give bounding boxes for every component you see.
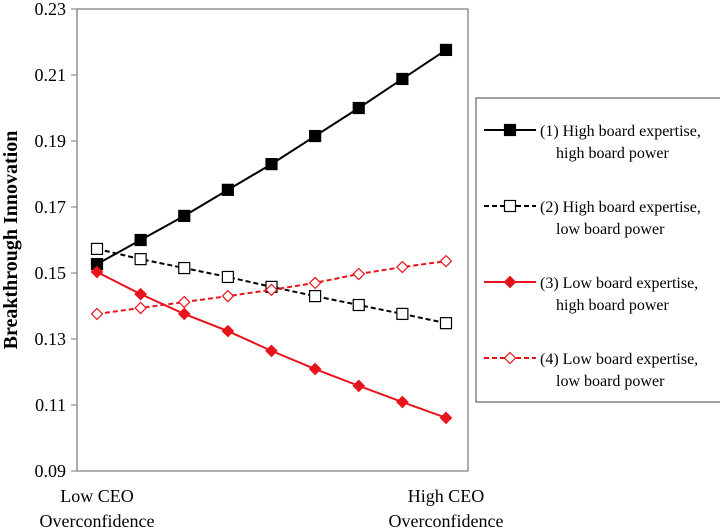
data-point [90,265,104,279]
x-tick-label-high-line2: Overconfidence [389,511,504,530]
legend-item-4: (4) Low board expertise, low board power [484,351,698,390]
data-point [352,379,366,393]
data-point [396,260,409,274]
data-point [308,276,322,290]
legend-marker [503,351,517,365]
legend-label: (1) High board expertise, [540,123,701,140]
series-1 [90,43,453,271]
legend-marker [503,199,517,213]
y-tick-label: 0.15 [35,263,67,283]
series-4 [90,254,453,321]
data-point [134,301,147,315]
data-point [265,158,278,171]
legend-item-1: (1) High board expertise, high board powe… [484,123,701,162]
legend-label: high board power [556,297,670,314]
legend-marker [503,275,517,289]
x-tick-label-high-line1: High CEO [408,486,485,506]
series-line [96,49,447,265]
data-point [439,43,453,57]
x-tick-label-low-line1: Low CEO [60,486,134,506]
y-tick-label: 0.11 [35,395,66,415]
data-point [221,324,235,338]
data-point [439,254,453,268]
y-axis: 0.09 0.11 0.13 0.15 0.17 0.19 0.21 0.23 [35,0,77,481]
legend-box [475,97,720,403]
data-point [396,72,409,86]
data-point [352,267,366,281]
legend-item-3: (3) Low board expertise, high board power [484,275,698,314]
x-axis: Low CEO Overconfidence High CEO Overconf… [40,486,504,530]
y-tick-label: 0.13 [35,329,67,349]
data-point [352,101,365,115]
data-point [134,287,147,301]
data-point [265,283,278,297]
data-point [177,307,191,321]
legend-label: low board power [556,373,665,390]
y-tick-label: 0.09 [35,461,67,481]
data-point [308,362,322,376]
data-point [134,233,147,247]
data-point [221,183,234,196]
data-point [309,290,322,303]
legend-label: (4) Low board expertise, [540,351,698,368]
data-point [178,261,191,275]
series-group [90,43,453,425]
data-point [178,209,191,223]
legend-label: (3) Low board expertise, [540,275,698,292]
legend-marker [503,123,517,137]
legend: (1) High board expertise, high board powe… [475,97,720,403]
data-point [134,253,147,266]
y-tick-label: 0.23 [35,0,67,19]
data-point [265,344,278,358]
data-point [396,307,409,321]
data-point [396,395,409,409]
y-axis-label: Breakthrough Innovation [0,131,22,350]
x-tick-label-low-line2: Overconfidence [40,511,155,530]
y-tick-label: 0.21 [35,65,67,85]
data-point [439,317,453,330]
data-point [352,298,365,312]
legend-label: (2) High board expertise, [540,199,701,216]
series-3 [90,265,453,425]
legend-label: low board power [556,221,665,238]
data-point [309,129,322,143]
data-point [439,411,453,425]
y-tick-label: 0.19 [35,131,67,151]
legend-label: high board power [556,145,670,162]
data-point [177,295,191,309]
plot-frame [76,8,469,472]
y-tick-label: 0.17 [35,197,67,217]
data-point [221,289,235,303]
data-point [221,270,234,284]
data-point [90,242,104,256]
data-point [90,307,104,321]
legend-item-2: (2) High board expertise, low board power [484,199,701,238]
